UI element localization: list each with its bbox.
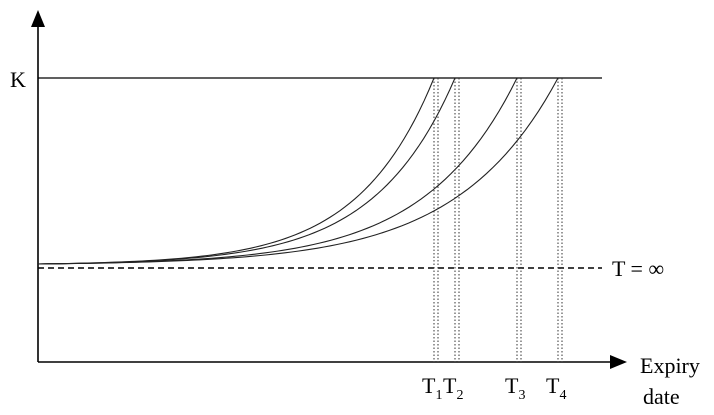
boundary-curve-t4 xyxy=(37,77,559,265)
expiry-guides xyxy=(433,78,563,362)
x-axis xyxy=(38,355,627,369)
perpetual-label: T = ∞ xyxy=(612,256,664,281)
boundary-curve-t1 xyxy=(37,77,435,265)
x-tick-label-t1: T1 xyxy=(422,373,442,403)
x-axis-arrow xyxy=(610,355,627,369)
x-tick-label-t4: T4 xyxy=(546,373,566,403)
strike-label: K xyxy=(10,67,26,92)
boundary-curve-t3 xyxy=(37,77,518,265)
x-axis-label-line1: Expiry xyxy=(640,353,700,378)
x-tick-label-t3: T3 xyxy=(505,373,525,403)
y-axis-arrow xyxy=(31,10,45,27)
y-axis xyxy=(31,10,45,362)
x-axis-label-line2: date xyxy=(643,384,680,409)
boundary-curve-t2 xyxy=(37,77,456,265)
x-tick-label-t2: T2 xyxy=(443,373,463,403)
boundary-curves xyxy=(37,77,559,265)
x-tick-labels: T1 T2 T3 T4 xyxy=(422,373,566,403)
